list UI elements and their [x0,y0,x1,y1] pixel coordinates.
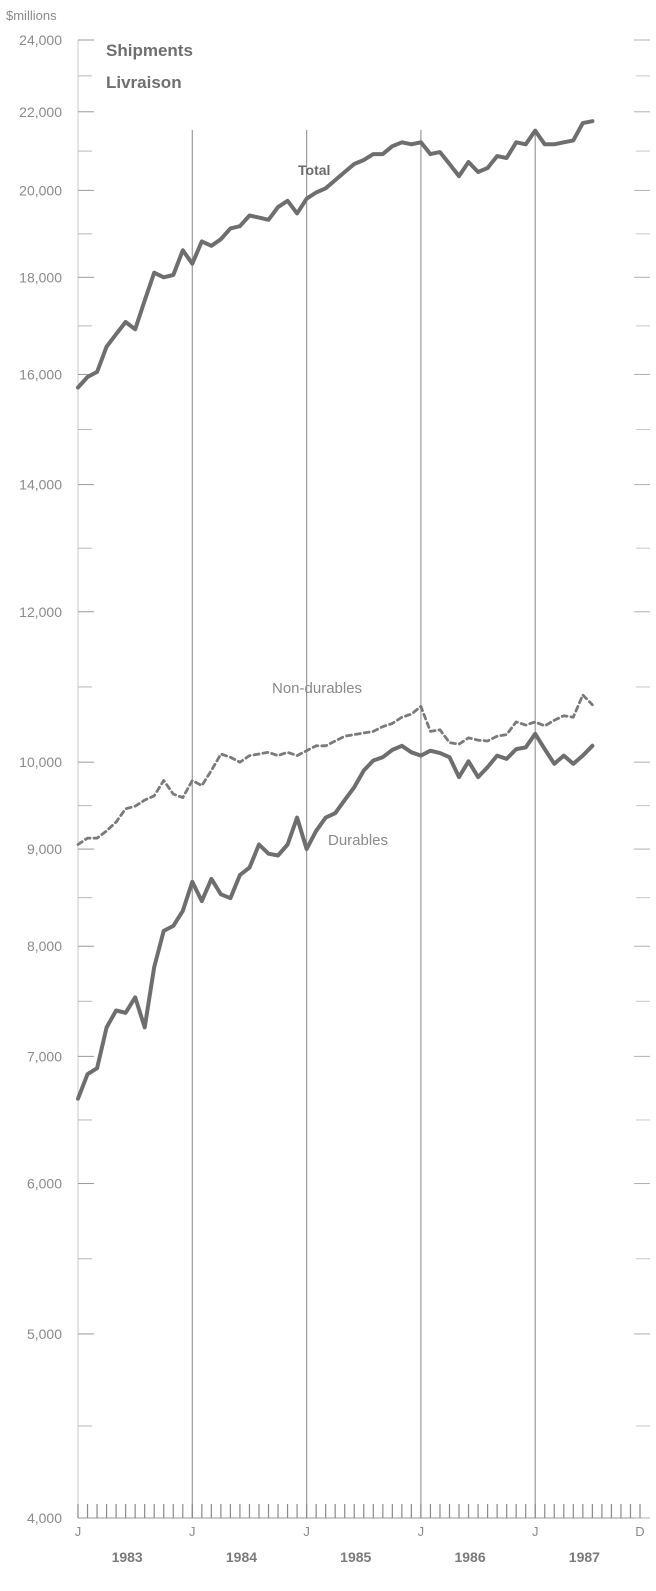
series-line [76,693,594,846]
y-tick-label: 9,000 [27,841,62,857]
series-durables [76,731,595,1101]
y-tick-label: 12,000 [19,604,62,620]
x-year-label: 1983 [112,1549,143,1565]
x-year-label: 1984 [226,1549,257,1565]
y-tick-label: 5,000 [27,1326,62,1342]
y-tick-label: 20,000 [19,182,62,198]
x-year-label: 1987 [569,1549,600,1565]
y-tick-label: 22,000 [19,104,62,120]
series-line [76,119,595,390]
series-label-non-durables: Non-durables [272,680,362,697]
series-layer [76,119,595,1101]
x-axis-labels: J J J J J D 1983 1984 1985 1986 1987 [75,1524,645,1565]
series-non-durables [76,693,594,846]
y-tick-label: 18,000 [19,269,62,285]
y-tick-label: 24,000 [19,32,62,48]
x-month-label: D [635,1524,644,1539]
y-tick-label: 4,000 [27,1510,62,1526]
y-tick-label: 6,000 [27,1176,62,1192]
chart-title-line-1: Shipments [106,41,193,60]
y-axis-ticks: 4,000 5,000 6,000 7,000 8,000 9,000 10,000 12,0… [19,32,94,1526]
vertical-grid-lines [191,130,536,1518]
unit-label: $millions [6,8,57,23]
y-tick-label: 7,000 [27,1048,62,1064]
x-month-label: J [418,1524,425,1539]
x-month-label: J [75,1524,82,1539]
series-total [76,119,595,390]
x-month-label: J [532,1524,539,1539]
x-year-label: 1986 [454,1549,485,1565]
y-tick-label: 10,000 [19,754,62,770]
series-label-durables: Durables [328,832,388,849]
x-month-label: J [303,1524,310,1539]
y-tick-label: 8,000 [27,938,62,954]
right-axis-ticks [634,39,650,1519]
chart-title-line-2: Livraison [106,73,182,92]
plot-area: 4,000 5,000 6,000 7,000 8,000 9,000 10,000 12,0… [19,32,650,1526]
x-year-label: 1985 [340,1549,371,1565]
x-month-label: J [189,1524,196,1539]
series-label-total: Total [298,162,330,178]
x-axis-minor-ticks [77,1504,641,1518]
y-tick-label: 16,000 [19,366,62,382]
y-tick-label: 14,000 [19,477,62,493]
series-line [76,731,595,1101]
